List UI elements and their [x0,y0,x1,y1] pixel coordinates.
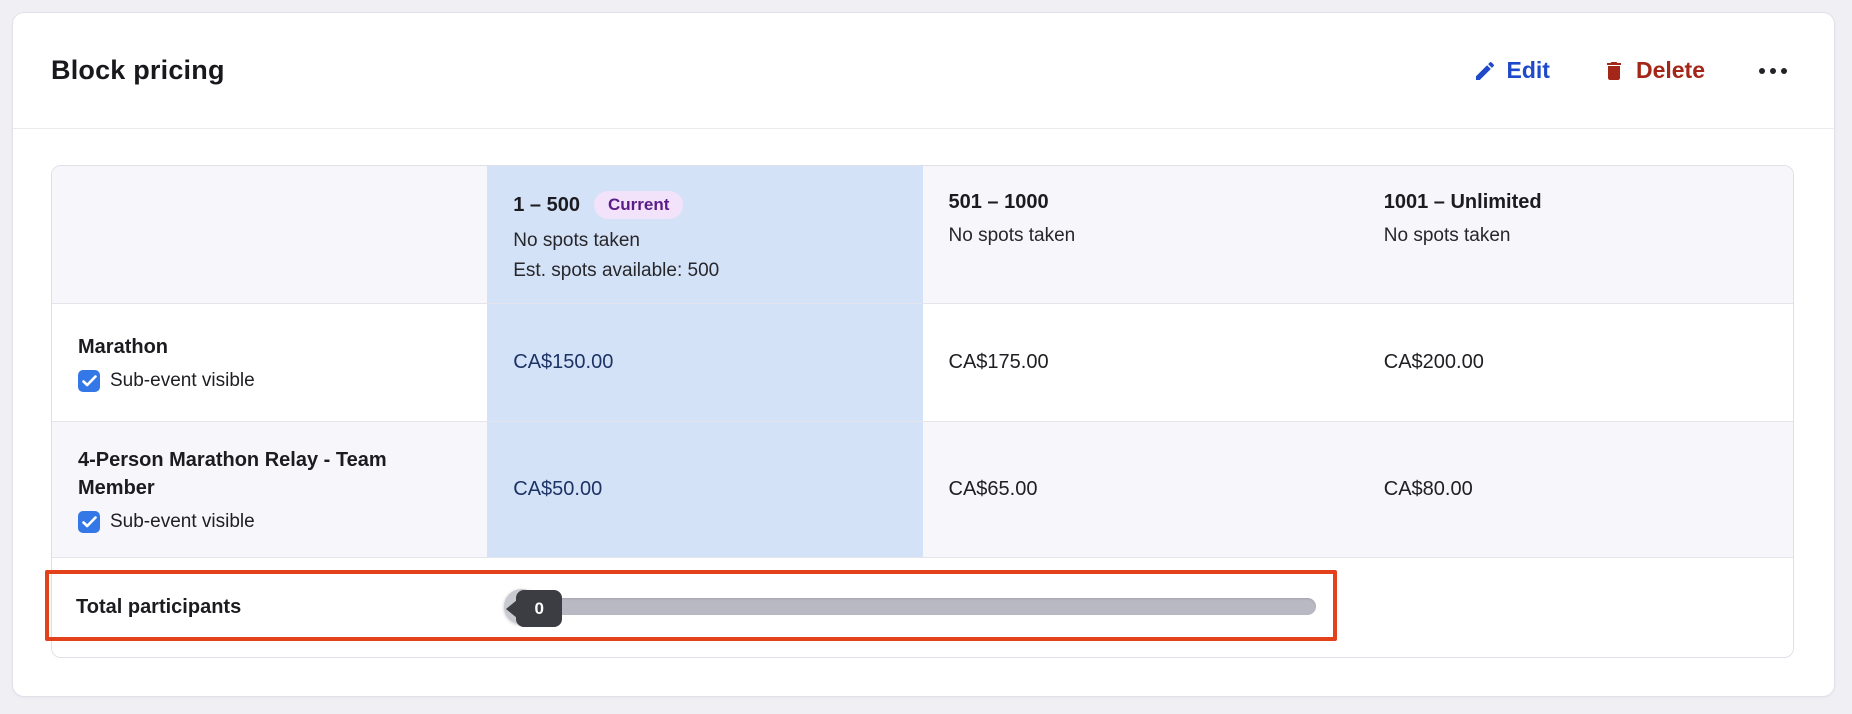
checkmark-icon [81,375,97,387]
ellipsis-icon [1759,67,1765,74]
price-cell: CA$200.00 [1383,351,1484,373]
trash-icon [1602,59,1626,83]
tier-range: 501 – 1000 [948,191,1049,213]
block-pricing-card: Block pricing Edit Delete [12,12,1835,697]
more-options-button[interactable] [1757,62,1789,80]
sub-event-visible-control: Sub-event visible [78,370,447,392]
tier-column-3: 1001 – Unlimited No spots taken [1358,166,1793,303]
total-participants-label: Total participants [76,596,242,618]
edit-button[interactable]: Edit [1473,57,1550,84]
sub-event-label-cell: Marathon Sub-event visible [52,304,487,421]
delete-button[interactable]: Delete [1602,57,1705,84]
sub-event-visible-checkbox[interactable] [78,370,100,392]
checkmark-icon [81,516,97,528]
price-cell: CA$175.00 [948,351,1049,373]
block-pricing-table: 1 – 500 Current No spots taken Est. spot… [51,165,1794,658]
sub-event-name: Marathon [78,336,168,358]
header-actions: Edit Delete [1473,57,1790,84]
total-participants-slider: 0 [487,558,1793,657]
card-header: Block pricing Edit Delete [13,13,1834,129]
price-cell: CA$65.00 [948,478,1038,500]
price-cell-current: CA$150.00 [487,304,923,421]
table-row-marathon: Marathon Sub-event visible CA$150.00 [52,303,1793,421]
table-row-relay: 4-Person Marathon Relay - Team Member Su… [52,421,1793,557]
tier-column-2: 501 – 1000 No spots taken [923,166,1358,303]
page-title: Block pricing [51,55,225,85]
pencil-icon [1473,59,1497,83]
sub-event-name: 4-Person Marathon Relay - Team Member [78,449,387,499]
total-participants-row: Total participants 0 [52,557,1793,657]
tier-range: 1 – 500 [513,193,580,216]
tier-spots-taken: No spots taken [948,225,1076,246]
slider-value-badge: 0 [516,590,563,627]
sub-event-visible-label: Sub-event visible [110,370,255,391]
sub-event-visible-control: Sub-event visible [78,511,447,533]
slider-track[interactable] [511,598,1317,615]
tier-spots-available: Est. spots available: 500 [513,260,720,282]
edit-button-label: Edit [1506,57,1550,83]
tier-column-current: 1 – 500 Current No spots taken Est. spot… [487,166,923,303]
price-cell-current: CA$50.00 [487,422,923,557]
tier-spots-taken: No spots taken [513,230,640,252]
tier-spots-taken: No spots taken [1383,225,1511,246]
delete-button-label: Delete [1635,57,1705,83]
tier-header-row: 1 – 500 Current No spots taken Est. spot… [52,166,1793,303]
tier-header-spacer [52,166,487,303]
price-cell: CA$80.00 [1383,478,1473,500]
tier-range: 1001 – Unlimited [1383,191,1542,213]
card-body: 1 – 500 Current No spots taken Est. spot… [13,129,1834,658]
sub-event-label-cell: 4-Person Marathon Relay - Team Member Su… [52,422,487,557]
sub-event-visible-label: Sub-event visible [110,511,255,532]
sub-event-visible-checkbox[interactable] [78,511,100,533]
current-tier-badge: Current [593,191,684,220]
